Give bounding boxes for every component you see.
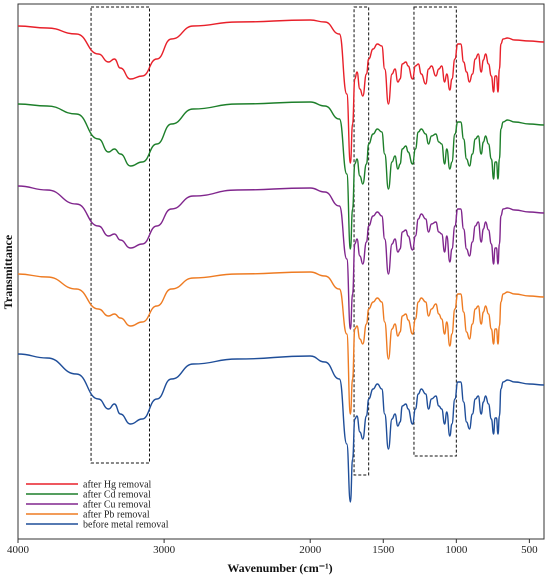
series-line-cd (17, 101, 545, 250)
series-line-hg (17, 19, 545, 164)
legend-label-hg: after Hg removal (83, 480, 152, 491)
legend-label-cu: after Cu removal (83, 500, 151, 511)
series-line-cu (17, 185, 545, 330)
x-tick-label-500: 500 (521, 544, 538, 556)
x-tick-label-4000: 4000 (7, 544, 30, 556)
series-line-before (17, 353, 545, 503)
plot-frame (17, 3, 545, 540)
legend-label-before: before metal removal (83, 520, 169, 531)
legend-label-cd: after Cd removal (83, 490, 151, 501)
series-lines (17, 19, 545, 503)
highlight-region-3 (413, 6, 457, 457)
x-axis-ticks: 4000 3000 2000 1500 1000 500 (7, 539, 538, 556)
x-tick-label-1500: 1500 (372, 544, 395, 556)
x-axis-title: Wavenumber (cm⁻¹) (227, 561, 332, 575)
y-axis-title: Transmittance (1, 234, 15, 309)
series-line-pb (17, 271, 545, 415)
highlight-region-2 (353, 6, 370, 476)
x-tick-label-2000: 2000 (299, 544, 322, 556)
x-tick-label-3000: 3000 (153, 544, 176, 556)
x-tick-label-1000: 1000 (445, 544, 468, 556)
legend-label-pb: after Pb removal (83, 510, 150, 521)
